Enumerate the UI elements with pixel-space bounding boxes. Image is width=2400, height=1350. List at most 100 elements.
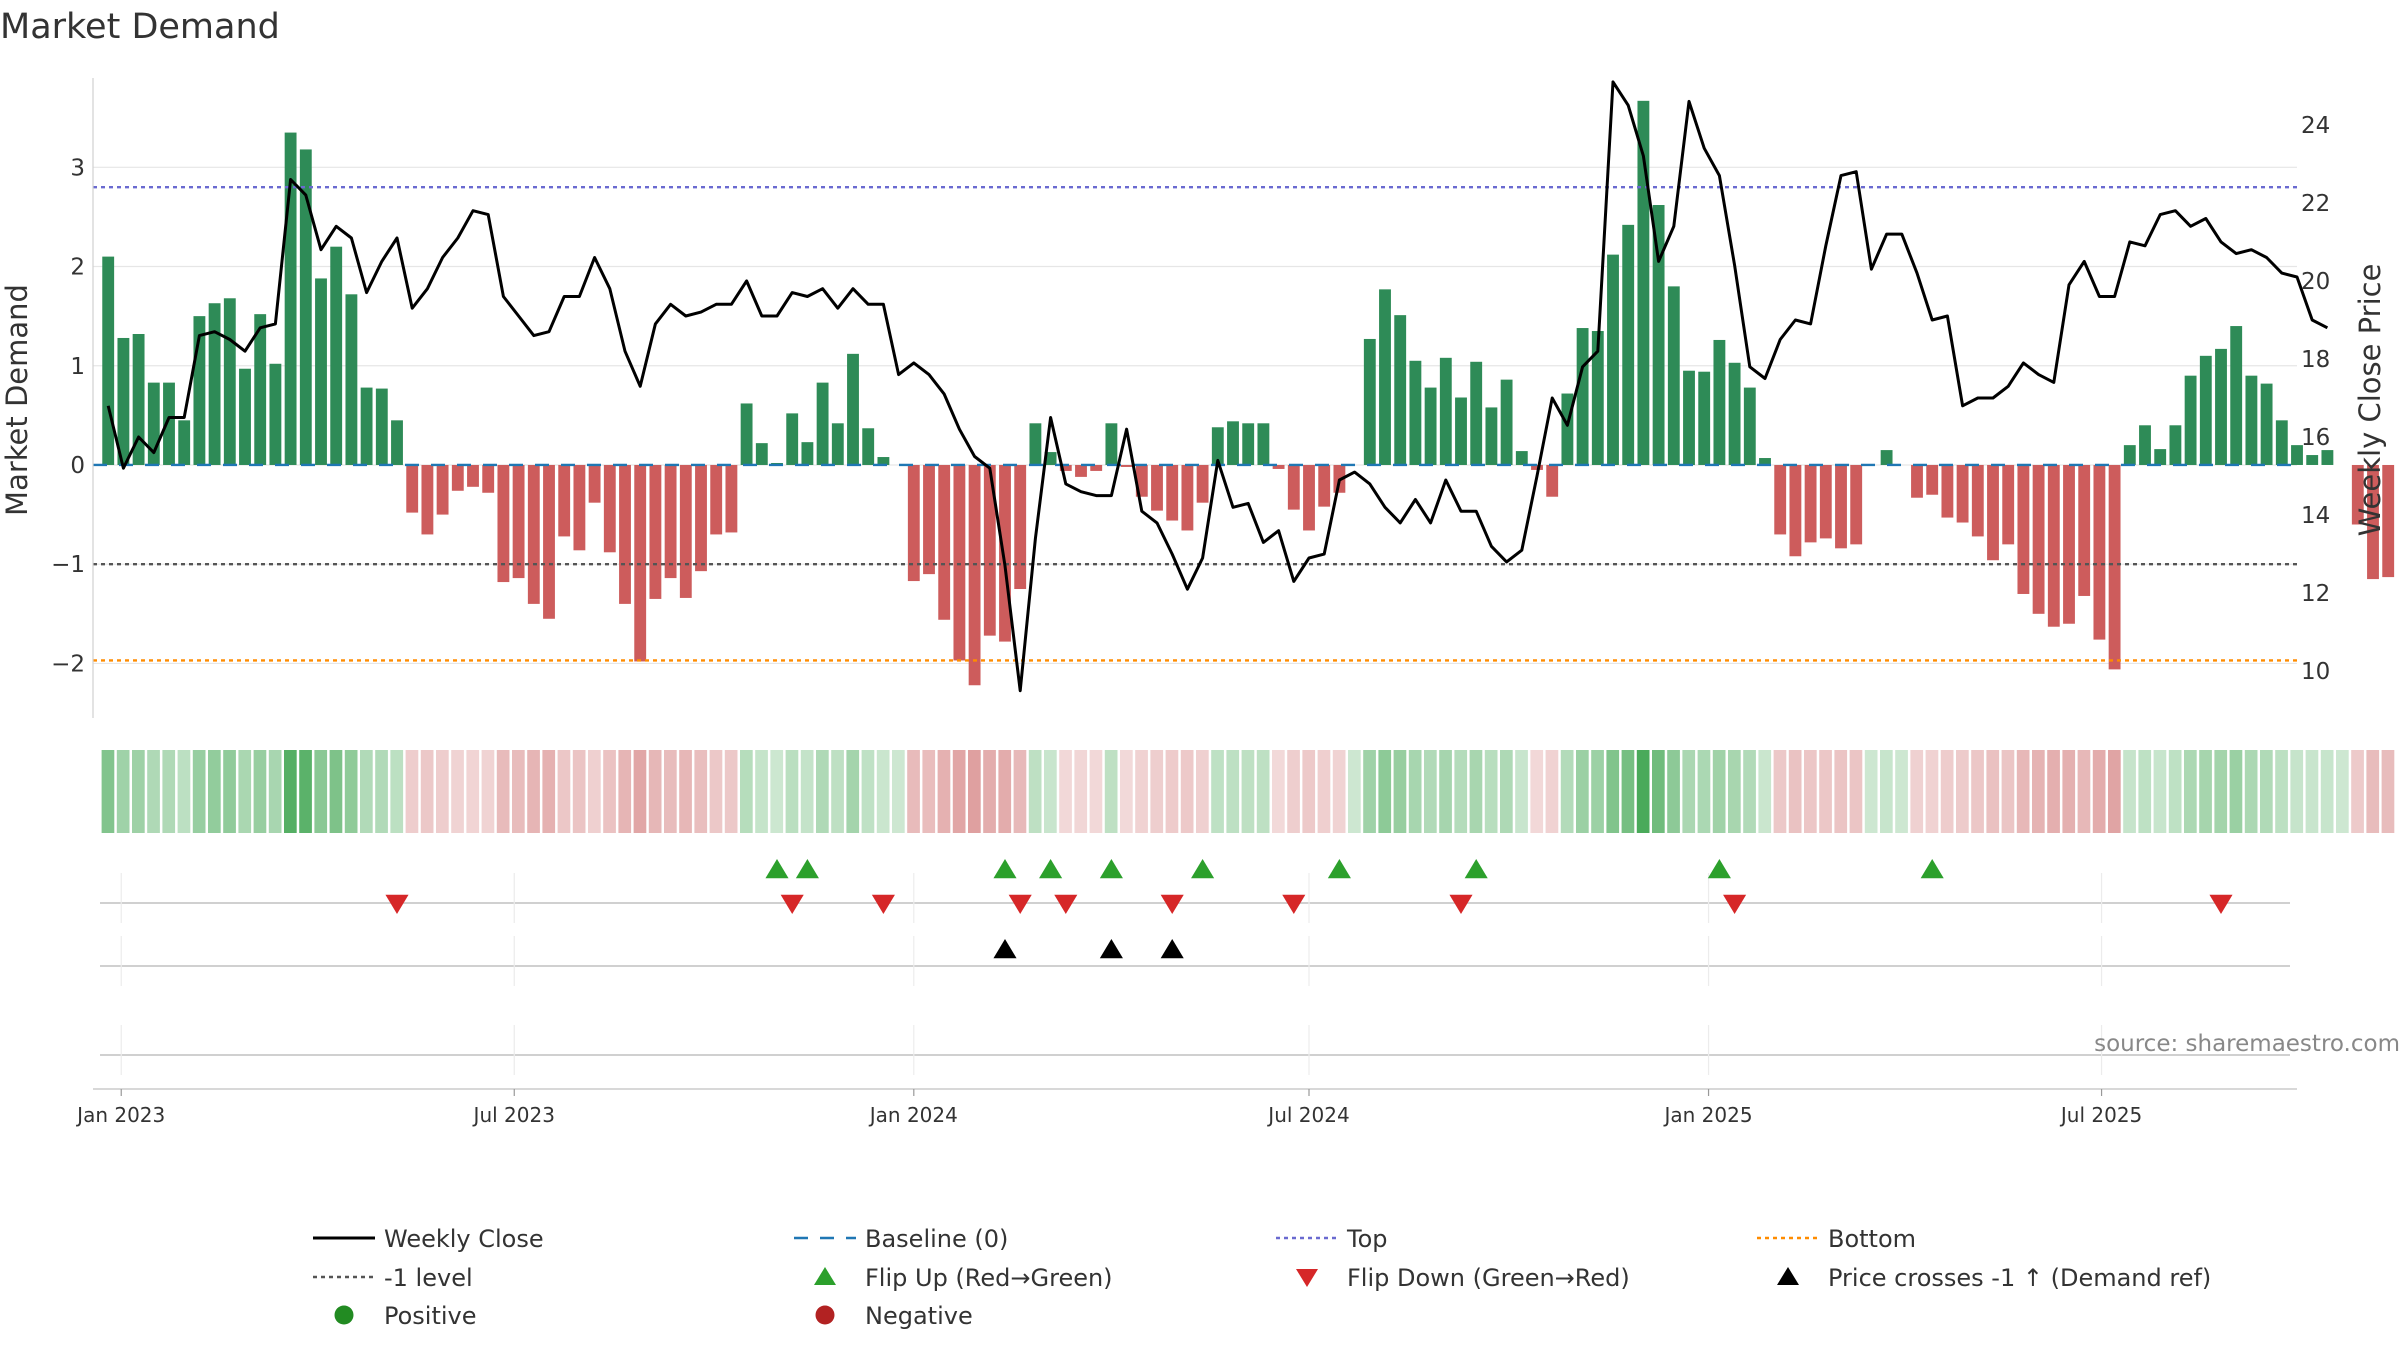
heat-strip-cell (542, 750, 556, 833)
demand-bar-negative (649, 464, 662, 599)
heat-strip-cell (861, 750, 875, 833)
heat-strip-cell (238, 750, 252, 833)
heat-strip-cell (1135, 750, 1148, 833)
heat-strip-cell (1560, 750, 1574, 833)
heat-strip-cell (937, 750, 951, 833)
flip-up-marker (795, 859, 819, 879)
heat-strip-cell (1059, 750, 1072, 833)
heat-strip-cell (284, 750, 297, 833)
heat-strip-cell (785, 750, 799, 833)
legend-label: Baseline (0) (865, 1225, 1008, 1253)
heat-strip-cell (2153, 750, 2167, 833)
demand-bar-negative (1318, 464, 1331, 507)
demand-bar-negative (573, 464, 586, 551)
heat-strip-cell (1804, 750, 1817, 833)
legend-item: Top (1276, 1225, 1388, 1253)
heat-strip-cell (892, 750, 905, 833)
demand-bar-negative (1926, 464, 1939, 495)
demand-bar-positive (801, 442, 814, 465)
legend-label: Flip Up (Red→Green) (865, 1264, 1113, 1292)
demand-bar-negative (1956, 464, 1969, 523)
heat-strip-cell (2016, 750, 2030, 833)
heat-strip-cell (800, 750, 814, 833)
demand-bar-negative (1804, 464, 1817, 543)
heat-strip-cell (1150, 750, 1164, 833)
demand-bar-negative (1911, 464, 1923, 498)
flip-up-marker (1920, 859, 1944, 879)
heat-strip-cell (998, 750, 1012, 833)
demand-bar-negative (999, 464, 1011, 642)
demand-bar-negative (938, 464, 951, 620)
heat-strip-cell (1211, 750, 1224, 833)
heat-strip-cell (1834, 750, 1848, 833)
heat-strip-cell (512, 750, 525, 833)
heat-strip-cell (451, 750, 464, 833)
price-line-layer (106, 80, 2329, 693)
demand-bar-positive (1607, 254, 1619, 465)
demand-bar-positive (208, 303, 221, 465)
heat-strip-cell (2351, 750, 2364, 833)
demand-bar-negative (1059, 464, 1072, 471)
heat-strip-cell (132, 750, 145, 833)
demand-bar-positive (1394, 315, 1407, 465)
heat-strip-cell (1895, 750, 1908, 833)
demand-bar-negative (512, 464, 525, 579)
demand-bar-positive (2215, 348, 2227, 465)
y-tick-label: 3 (70, 155, 85, 181)
heat-strip-cell (2077, 750, 2091, 833)
heat-strip-cell (1454, 750, 1468, 833)
heat-strip-cell (1074, 750, 1088, 833)
heat-strip-cell (876, 750, 890, 833)
demand-bar-negative (2108, 464, 2121, 670)
heat-strip-cell (709, 750, 723, 833)
heat-strip-cell (831, 750, 844, 833)
heat-strip-cell (2032, 750, 2045, 833)
heat-strip-cell (1621, 750, 1635, 833)
heat-strip-cell (2290, 750, 2304, 833)
demand-bar-positive (1652, 205, 1665, 465)
demand-bar-negative (1835, 464, 1847, 549)
heat-strip-cell (2214, 750, 2228, 833)
heat-strip-cell (314, 750, 328, 833)
heat-strip-cell (1272, 750, 1285, 833)
heat-strip-cell (1530, 750, 1544, 833)
heat-strip-cell (1940, 750, 1954, 833)
y2-tick-label: 20 (2301, 269, 2330, 295)
heat-strip-cell (1317, 750, 1331, 833)
flip-up-marker (1464, 859, 1488, 879)
demand-bar-positive (1379, 289, 1391, 465)
demand-bar-negative (2047, 464, 2060, 627)
demand-bar-negative (2078, 464, 2091, 596)
legend-item: -1 level (313, 1264, 473, 1292)
heat-strip-cell (907, 750, 920, 833)
demand-bar-positive (315, 278, 327, 465)
heat-strip-cell (648, 750, 662, 833)
y-tick-label: 0 (70, 453, 85, 479)
demand-bar-positive (2260, 383, 2273, 465)
x-tick-label: Jul 2025 (2059, 1103, 2142, 1127)
heat-strip-cell (2138, 750, 2152, 833)
heat-strip-cell (1287, 750, 1300, 833)
heat-strip-cell (664, 750, 677, 833)
heat-strip-cell (952, 750, 966, 833)
y2-tick-label: 12 (2301, 581, 2330, 607)
demand-bar-negative (664, 464, 677, 579)
demand-bar-negative (679, 464, 692, 598)
heat-strip-cell (375, 750, 388, 833)
heat-strip-cell (162, 750, 176, 833)
demand-bar-positive (1409, 360, 1422, 465)
heat-strip-cell (2092, 750, 2106, 833)
legend: Weekly Close Baseline (0) Top Bottom -1 leve… (313, 1225, 2211, 1330)
heat-strip-cell (846, 750, 860, 833)
demand-bar-negative (2032, 464, 2045, 614)
legend-swatch-triangle (1296, 1269, 1318, 1287)
legend-label: Top (1346, 1225, 1388, 1253)
demand-bar-positive (102, 256, 115, 465)
y2-tick-label: 22 (2301, 191, 2330, 217)
flip-down-marker (1160, 894, 1184, 914)
flip-down-marker (1008, 894, 1032, 914)
demand-bar-positive (847, 353, 859, 465)
y-axis-label: Market Demand (0, 284, 34, 516)
y-tick-label: −1 (51, 552, 85, 578)
heat-strip-cell (2305, 750, 2319, 833)
